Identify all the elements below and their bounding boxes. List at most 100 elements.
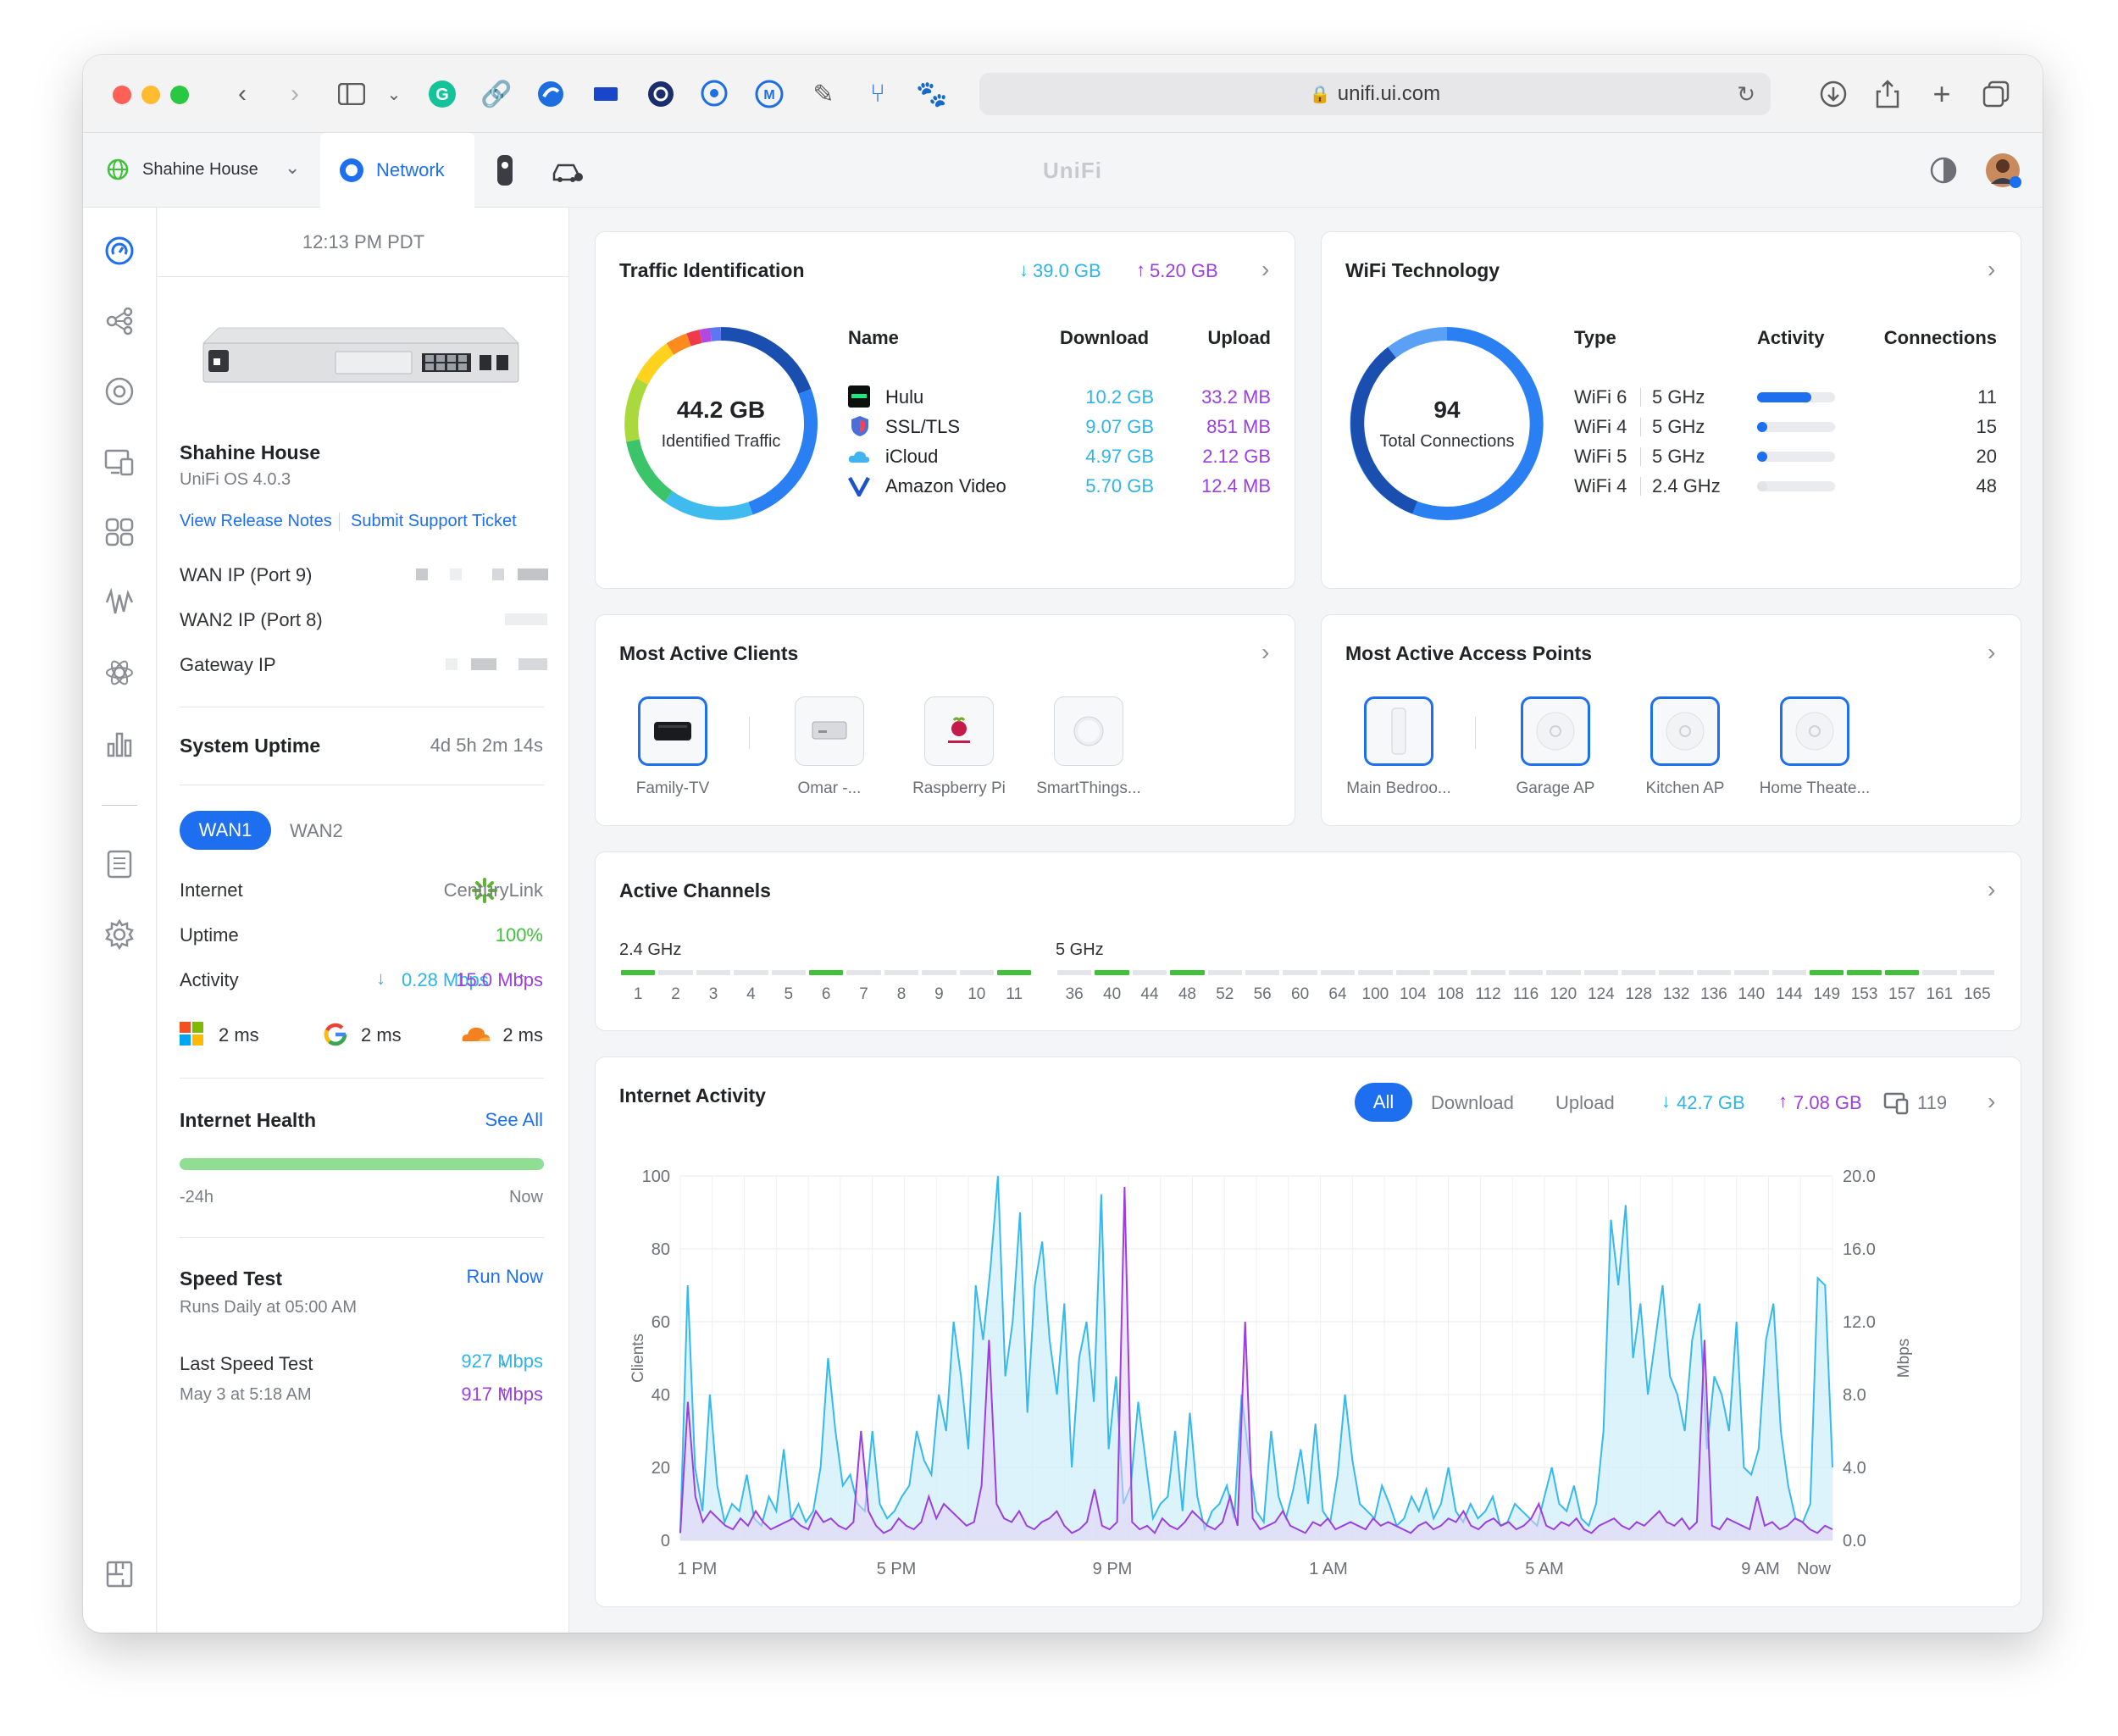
settings-gear-icon[interactable]	[102, 917, 137, 952]
traffic-identification-card[interactable]: Traffic Identification ↓ 39.0 GB ↑ 5.20 …	[595, 231, 1295, 589]
speed-test-schedule: Runs Daily at 05:00 AM	[180, 1298, 357, 1317]
wan2-ip-redacted	[505, 613, 556, 631]
share-icon[interactable]	[1869, 75, 1906, 113]
x-tick-label: Now	[1797, 1560, 1832, 1578]
run-now-button[interactable]: Run Now	[466, 1266, 543, 1287]
site-selector[interactable]: Shahine House	[142, 160, 258, 179]
traffic-chevron-right-icon[interactable]: ›	[1261, 256, 1270, 282]
paw-icon[interactable]: 🐾	[916, 80, 948, 108]
x-tick-label: 9 AM	[1741, 1560, 1780, 1578]
link-extension-icon[interactable]: 🔗	[480, 80, 513, 108]
clients-icon[interactable]	[102, 444, 137, 480]
pen-tool-icon[interactable]: ✎	[812, 80, 834, 108]
wifi-standard: WiFi 4	[1574, 475, 1627, 496]
internet-activity-card[interactable]: Internet Activity All Download Upload ↓ …	[595, 1057, 2021, 1607]
support-ticket-link[interactable]: Submit Support Ticket	[351, 512, 517, 530]
theme-toggle-icon[interactable]	[1930, 157, 1957, 188]
sidebar-toggle-icon[interactable]	[333, 75, 370, 113]
mail-extension-icon[interactable]: M	[751, 75, 788, 113]
devices-icon[interactable]	[102, 374, 137, 409]
channel-number: 149	[1813, 985, 1841, 1003]
most-active-clients-card[interactable]: Most Active Clients › Family-TV Omar -..…	[595, 614, 1295, 826]
wifi-technology-card[interactable]: WiFi Technology › 94 Total Connections T…	[1321, 231, 2021, 589]
reload-icon[interactable]: ↻	[1737, 80, 1755, 107]
device-name: Shahine House	[180, 441, 321, 463]
filter-all-button[interactable]: All	[1355, 1083, 1412, 1122]
protect-camera-icon[interactable]	[496, 153, 514, 191]
statistics-icon[interactable]	[102, 725, 137, 761]
most-active-aps-card[interactable]: Most Active Access Points › Main Bedroo.…	[1321, 614, 2021, 826]
client-tile-family-tv[interactable]	[638, 696, 707, 766]
see-all-link[interactable]: See All	[485, 1109, 544, 1130]
minimize-window-button[interactable]	[141, 86, 160, 104]
traffic-app-name: Amazon Video	[885, 475, 1006, 496]
tab-overview-icon[interactable]	[1977, 75, 2015, 113]
ap-tile-kitchen[interactable]	[1650, 696, 1720, 766]
wifi-chevron-right-icon[interactable]: ›	[1988, 256, 1996, 282]
wifi-card-title: WiFi Technology	[1345, 259, 1500, 281]
activity-chevron-right-icon[interactable]: ›	[1988, 1088, 1996, 1114]
channel-number: 124	[1587, 985, 1615, 1003]
channel-number: 132	[1662, 985, 1690, 1003]
gateway-ip-redacted	[446, 658, 556, 676]
app-tab-bar: Shahine House ⌄ Network UniFi	[83, 133, 2043, 208]
chevron-down-icon[interactable]: ⌄	[386, 85, 402, 104]
topology-icon[interactable]	[102, 303, 137, 339]
back-icon[interactable]: ‹	[238, 80, 247, 108]
wan1-tab[interactable]: WAN1	[180, 811, 271, 850]
client-tile-mac[interactable]	[795, 696, 864, 766]
zoom-window-button[interactable]	[170, 86, 189, 104]
ap-tile-garage[interactable]	[1521, 696, 1590, 766]
google-logo-icon	[324, 1023, 347, 1051]
protection-icon[interactable]	[102, 655, 137, 691]
tab-network[interactable]: Network	[320, 133, 474, 208]
extension-rectangle-icon[interactable]	[587, 75, 624, 113]
activity-total-download: 42.7 GB	[1677, 1092, 1745, 1113]
channel-number: 104	[1399, 985, 1427, 1003]
ports-icon[interactable]	[102, 514, 137, 550]
logs-icon[interactable]	[102, 846, 137, 882]
health-end-label: Now	[508, 1188, 543, 1206]
wifi-activity-bar	[1757, 422, 1835, 432]
ap-tile-home-theater[interactable]	[1780, 696, 1849, 766]
innerspace-map-icon[interactable]	[102, 1556, 137, 1592]
channel-segment	[1207, 970, 1242, 975]
forward-icon[interactable]: ›	[291, 80, 299, 108]
filter-download-button[interactable]: Download	[1431, 1092, 1514, 1113]
ap-tile-main-bedroom[interactable]	[1364, 696, 1433, 766]
dashboard-icon[interactable]	[102, 233, 137, 269]
clients-chevron-right-icon[interactable]: ›	[1261, 639, 1270, 665]
wifi-activity-fill	[1757, 422, 1767, 432]
y-tick-label: 20	[651, 1459, 670, 1478]
user-avatar[interactable]	[1984, 152, 2021, 193]
y2-tick-label: 4.0	[1843, 1459, 1866, 1478]
git-branch-icon[interactable]: ⑂	[870, 80, 885, 108]
channels-chevron-right-icon[interactable]: ›	[1988, 876, 1996, 902]
download-icon[interactable]	[1815, 75, 1852, 113]
aps-chevron-right-icon[interactable]: ›	[1988, 639, 1996, 665]
internet-activity-chart: 100 20.0 80 16.0 60 12.0 40 8.0 20 4.0 0 0.0 Clients…	[629, 1168, 1913, 1578]
close-window-button[interactable]	[113, 86, 131, 104]
filter-upload-button[interactable]: Upload	[1555, 1092, 1615, 1113]
x-tick-label: 5 AM	[1525, 1560, 1564, 1578]
vpn-extension-icon[interactable]	[642, 75, 679, 113]
site-chevron-icon[interactable]: ⌄	[285, 157, 301, 178]
traffic-app-download: 4.97 GB	[1085, 446, 1154, 467]
access-car-icon[interactable]	[551, 158, 585, 188]
cloudflare-logo-icon	[459, 1024, 491, 1047]
password-extension-icon[interactable]	[696, 75, 734, 113]
browser-window: ‹ › ⌄ G 🔗 M ✎ ⑂ 🐾 🔒 unifi.ui.com ↻ + Sha…	[83, 55, 2043, 1633]
wan2-tab[interactable]: WAN2	[290, 820, 343, 841]
channel-number: 161	[1926, 985, 1954, 1003]
client-tile-raspberry-pi[interactable]	[924, 696, 994, 766]
release-notes-link[interactable]: View Release Notes	[180, 512, 332, 530]
client-tile-smartthings[interactable]	[1054, 696, 1123, 766]
address-bar[interactable]: 🔒 unifi.ui.com ↻	[979, 73, 1771, 115]
grammarly-extension-icon[interactable]: G	[424, 75, 461, 113]
channel-segment	[1546, 970, 1581, 975]
insights-icon[interactable]	[102, 585, 137, 620]
aps-card-title: Most Active Access Points	[1345, 642, 1593, 664]
new-tab-icon[interactable]: +	[1932, 76, 1951, 111]
browser-extension-icon[interactable]	[532, 75, 569, 113]
